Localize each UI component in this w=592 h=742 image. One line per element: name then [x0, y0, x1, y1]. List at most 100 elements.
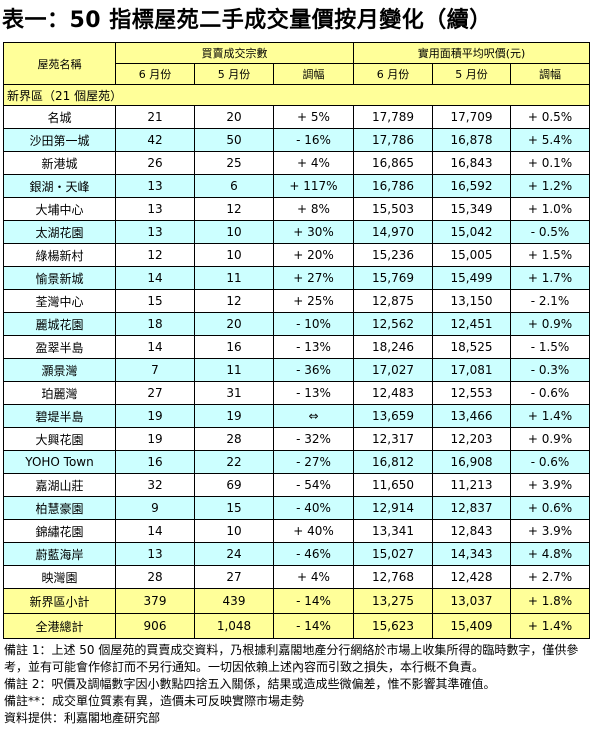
price-may-cell: 15,042 — [432, 220, 512, 244]
price-may-cell: 15,349 — [432, 197, 512, 221]
price-change-cell: - 0.6% — [510, 450, 591, 474]
price-change-cell: + 2.7% — [510, 565, 591, 589]
price-may-cell: 17,709 — [432, 105, 512, 129]
estate-name-cell: 麗城花園 — [3, 312, 116, 336]
price-jun-cell: 16,786 — [353, 174, 434, 198]
header-vol-change: 調幅 — [272, 63, 355, 85]
estate-name-cell: 沙田第一城 — [3, 128, 116, 152]
note-2: 備註 2：呎價及調幅數字因小數點四捨五入關係，結果或造成些微偏差，惟不影響其準確… — [4, 677, 496, 691]
table-row: 灝景灣 7 11- 36% 17,027 17,081- 0.3% — [3, 358, 591, 382]
volume-jun-cell: 18 — [115, 312, 195, 336]
table-row: 沙田第一城 42 50- 16% 17,786 16,878 + 5.4% — [3, 128, 591, 152]
volume-may-cell: 25 — [194, 151, 274, 175]
volume-change-cell: + 4% — [272, 151, 355, 175]
volume-jun-cell: 14 — [115, 335, 195, 359]
price-jun-cell: 15,623 — [353, 613, 434, 639]
price-change-cell: - 0.6% — [510, 381, 591, 405]
estate-name-cell: 柏慧豪園 — [3, 496, 116, 520]
estate-name-cell: 灝景灣 — [3, 358, 116, 382]
price-change-cell: - 0.5% — [510, 220, 591, 244]
volume-change-cell: + 20% — [272, 243, 355, 267]
price-may-cell: 12,451 — [432, 312, 512, 336]
volume-may-cell: 22 — [194, 450, 274, 474]
price-change-cell: + 4.8% — [510, 542, 591, 566]
table-row: 盈翠半島 14 16- 13% 18,246 18,525- 1.5% — [3, 335, 591, 359]
price-jun-cell: 13,341 — [353, 519, 434, 543]
volume-may-cell: 16 — [194, 335, 274, 359]
price-may-cell: 12,837 — [432, 496, 512, 520]
price-jun-cell: 17,789 — [353, 105, 434, 129]
volume-jun-cell: 27 — [115, 381, 195, 405]
volume-jun-cell: 13 — [115, 220, 195, 244]
estate-name-cell: 綠楊新村 — [3, 243, 116, 267]
price-change-cell: + 1.2% — [510, 174, 591, 198]
table-row: 珀麗灣 27 31- 13% 12,483 12,553- 0.6% — [3, 381, 591, 405]
note-3: 備註**：成交單位質素有異，造價未可反映實際市場走勢 — [4, 694, 305, 708]
price-may-cell: 13,037 — [432, 588, 512, 614]
price-change-cell: + 1.7% — [510, 266, 591, 290]
header-px-jun: 6 月份 — [353, 63, 434, 85]
estate-name-cell: 銀湖・天峰 — [3, 174, 116, 198]
volume-may-cell: 50 — [194, 128, 274, 152]
volume-may-cell: 11 — [194, 358, 274, 382]
price-may-cell: 12,553 — [432, 381, 512, 405]
table-row: 柏慧豪園 9 15- 40% 12,914 12,837 + 0.6% — [3, 496, 591, 520]
volume-may-cell: 10 — [194, 220, 274, 244]
price-jun-cell: 14,970 — [353, 220, 434, 244]
data-table: 屋苑名稱 買賣成交宗數 實用面積平均呎價(元) 6 月份 5 月份 調幅 6 月… — [2, 42, 591, 639]
price-jun-cell: 18,246 — [353, 335, 434, 359]
table-row: 愉景新城 14 11 + 27% 15,769 15,499 + 1.7% — [3, 266, 591, 290]
price-jun-cell: 15,027 — [353, 542, 434, 566]
volume-may-cell: 27 — [194, 565, 274, 589]
volume-may-cell: 20 — [194, 312, 274, 336]
table-row: 蔚藍海岸 13 24- 46% 15,027 14,343 + 4.8% — [3, 542, 591, 566]
header-price: 實用面積平均呎價(元) — [353, 42, 591, 64]
volume-jun-cell: 13 — [115, 197, 195, 221]
volume-jun-cell: 21 — [115, 105, 195, 129]
volume-change-cell: + 5% — [272, 105, 355, 129]
subtotal-row: 新界區小計 379 439- 14% 13,275 13,037 + 1.8% — [3, 588, 591, 614]
estate-name-cell: 新港城 — [3, 151, 116, 175]
header-volume: 買賣成交宗數 — [114, 42, 355, 64]
price-may-cell: 16,908 — [432, 450, 512, 474]
table-row: 大興花園 19 28- 32% 12,317 12,203 + 0.9% — [3, 427, 591, 451]
estate-name-cell: 大興花園 — [3, 427, 116, 451]
price-change-cell: + 3.9% — [510, 473, 591, 497]
price-change-cell: + 1.5% — [510, 243, 591, 267]
price-may-cell: 13,150 — [432, 289, 512, 313]
volume-change-cell: + 30% — [272, 220, 355, 244]
estate-name-cell: 映灣園 — [3, 565, 116, 589]
price-jun-cell: 12,768 — [353, 565, 434, 589]
price-jun-cell: 12,483 — [353, 381, 434, 405]
volume-may-cell: 24 — [194, 542, 274, 566]
volume-jun-cell: 32 — [115, 473, 195, 497]
volume-jun-cell: 12 — [115, 243, 195, 267]
volume-change-cell: - 13% — [272, 335, 355, 359]
volume-jun-cell: 14 — [115, 266, 195, 290]
table-row: 名城 21 20 + 5% 17,789 17,709 + 0.5% — [3, 105, 591, 129]
price-jun-cell: 12,875 — [353, 289, 434, 313]
estate-name-cell: 名城 — [3, 105, 116, 129]
price-jun-cell: 11,650 — [353, 473, 434, 497]
volume-jun-cell: 16 — [115, 450, 195, 474]
volume-change-cell: - 54% — [272, 473, 355, 497]
volume-may-cell: 69 — [194, 473, 274, 497]
total-row: 全港總計 906 1,048- 14% 15,623 15,409 + 1.4% — [3, 613, 591, 639]
volume-may-cell: 31 — [194, 381, 274, 405]
price-may-cell: 12,843 — [432, 519, 512, 543]
price-may-cell: 15,005 — [432, 243, 512, 267]
price-change-cell: + 1.0% — [510, 197, 591, 221]
volume-jun-cell: 7 — [115, 358, 195, 382]
table-row: 銀湖・天峰 13 6 + 117% 16,786 16,592 + 1.2% — [3, 174, 591, 198]
volume-change-cell: + 8% — [272, 197, 355, 221]
volume-change-cell: - 32% — [272, 427, 355, 451]
price-may-cell: 16,592 — [432, 174, 512, 198]
source-note: 資料提供：利嘉閣地產研究部 — [4, 711, 161, 725]
estate-name-cell: 錦繡花園 — [3, 519, 116, 543]
table-row: 太湖花園 13 10 + 30% 14,970 15,042- 0.5% — [3, 220, 591, 244]
volume-change-cell: + 4% — [272, 565, 355, 589]
group-label: 新界區（21 個屋苑） — [2, 84, 591, 106]
price-jun-cell: 15,503 — [353, 197, 434, 221]
price-jun-cell: 13,275 — [353, 588, 434, 614]
volume-change-cell: - 14% — [272, 613, 355, 639]
